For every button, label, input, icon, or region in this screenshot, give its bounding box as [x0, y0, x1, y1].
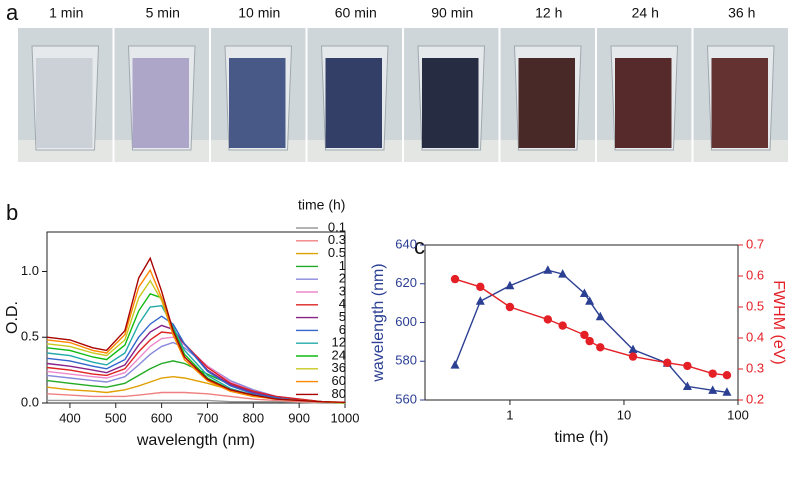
x-tick-label: 1	[506, 407, 513, 422]
marker	[450, 360, 460, 369]
x-tick-label: 600	[151, 410, 173, 425]
marker	[628, 352, 638, 361]
marker	[663, 358, 672, 367]
x-tick-label: 400	[59, 410, 81, 425]
x-tick-label: 700	[197, 410, 219, 425]
panel-label: c	[414, 234, 425, 259]
x-tick-label: 100	[727, 407, 749, 422]
marker	[596, 343, 605, 352]
beaker-liquid	[711, 58, 768, 148]
marker	[505, 280, 515, 290]
beaker-liquid	[518, 58, 575, 148]
photo-label: 24 h	[632, 5, 659, 21]
y2-tick-label: 0.2	[746, 391, 764, 406]
marker	[708, 385, 718, 394]
legend-label: 80	[332, 386, 346, 401]
x-axis-label: wavelength (nm)	[136, 432, 255, 449]
y-tick-label: 0.5	[21, 329, 39, 344]
marker	[476, 282, 485, 292]
photo-label: 5 min	[146, 5, 180, 21]
y-axis-label: O.D.	[4, 301, 21, 334]
y2-tick-label: 0.5	[746, 298, 764, 313]
series-line	[46, 391, 346, 404]
marker	[595, 311, 605, 321]
legend-label: 1	[339, 258, 346, 273]
y2-axis-label: FWHM (eV)	[770, 280, 787, 364]
series-line	[46, 304, 346, 404]
series-line	[46, 268, 346, 403]
beaker-liquid	[229, 58, 286, 148]
y-tick-label: 1.0	[21, 263, 39, 278]
photo-label: 36 h	[728, 5, 755, 21]
marker	[450, 274, 460, 284]
x-tick-label: 1000	[331, 410, 360, 425]
y2-tick-label: 0.6	[746, 267, 764, 282]
x-axis-label: time (h)	[554, 429, 608, 446]
series-line	[47, 399, 345, 404]
y-tick-label: 580	[395, 353, 417, 368]
legend-label: 3	[339, 283, 346, 298]
marker	[708, 369, 717, 378]
y-tick-label: 640	[395, 236, 417, 251]
beaker-liquid	[132, 58, 189, 148]
legend-label: 60	[332, 373, 346, 388]
y-axis-label: wavelength (nm)	[370, 263, 387, 382]
marker	[580, 330, 589, 340]
y2-tick-label: 0.7	[746, 236, 764, 251]
y-tick-label: 620	[395, 275, 417, 290]
x-tick-label: 10	[617, 407, 631, 422]
marker	[558, 321, 567, 330]
marker	[722, 371, 732, 380]
x-tick-label: 800	[242, 410, 264, 425]
legend-label: 2	[339, 271, 346, 286]
marker	[585, 336, 594, 346]
marker	[628, 344, 638, 354]
legend-label: 6	[339, 322, 346, 337]
x-tick-label: 900	[288, 410, 310, 425]
photo-label: 90 min	[431, 5, 473, 21]
beaker-liquid	[36, 58, 93, 148]
series-line	[46, 279, 346, 404]
marker	[543, 315, 553, 324]
marker	[585, 296, 595, 305]
legend-label: 4	[339, 296, 346, 311]
photo-label: 60 min	[335, 5, 377, 21]
plot-frame	[46, 231, 346, 404]
photo-label: 12 h	[535, 5, 562, 21]
legend-label: 24	[332, 347, 346, 362]
panel-label: b	[6, 200, 18, 225]
marker	[543, 265, 553, 274]
legend-label: 0.5	[328, 245, 346, 260]
marker	[683, 361, 692, 371]
y2-tick-label: 0.4	[746, 329, 764, 344]
photo-label: 10 min	[238, 5, 280, 21]
x-tick-label: 500	[105, 410, 127, 425]
legend-label: 0.1	[328, 219, 346, 234]
beaker-liquid	[615, 58, 672, 148]
panel-label: a	[6, 0, 19, 25]
marker	[475, 296, 485, 305]
marker	[722, 387, 732, 396]
beaker-liquid	[422, 58, 479, 148]
beaker-liquid	[325, 58, 382, 148]
marker	[505, 302, 515, 312]
series-line	[454, 269, 727, 393]
series-line	[46, 292, 346, 404]
y-tick-label: 0.0	[21, 394, 39, 409]
legend-label: 0.3	[328, 232, 346, 247]
marker	[579, 288, 589, 297]
series-line	[46, 315, 346, 404]
legend-label: 12	[332, 335, 346, 350]
legend-label: 36	[332, 360, 346, 375]
series-line	[46, 256, 346, 403]
marker	[682, 381, 692, 390]
y-tick-label: 560	[395, 391, 417, 406]
photo-label: 1 min	[49, 5, 83, 21]
y2-tick-label: 0.3	[746, 360, 764, 375]
marker	[558, 269, 568, 278]
y-tick-label: 600	[395, 314, 417, 329]
legend-label: 5	[339, 309, 346, 324]
legend-title: time (h)	[298, 197, 345, 213]
